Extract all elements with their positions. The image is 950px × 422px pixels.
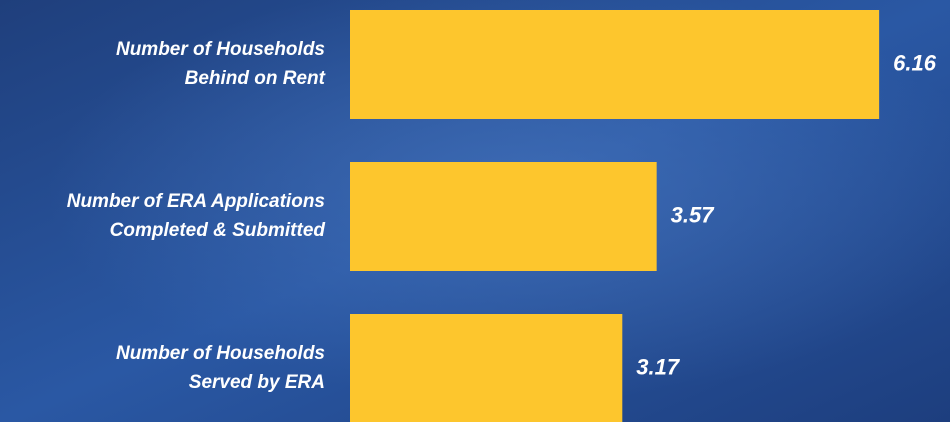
category-label: Served by ERA xyxy=(189,372,325,393)
category-label: Behind on Rent xyxy=(185,68,326,89)
bar xyxy=(350,10,880,119)
value-label: 3.57 xyxy=(671,202,716,227)
value-label: 3.17 xyxy=(636,354,681,379)
category-label: Number of Households xyxy=(116,39,325,60)
category-label: Number of ERA Applications xyxy=(67,191,325,212)
category-label: Number of Households xyxy=(116,343,325,364)
bar xyxy=(350,162,657,271)
category-label: Completed & Submitted xyxy=(110,220,326,241)
value-label: 6.16 xyxy=(893,50,937,75)
bar xyxy=(350,314,623,422)
